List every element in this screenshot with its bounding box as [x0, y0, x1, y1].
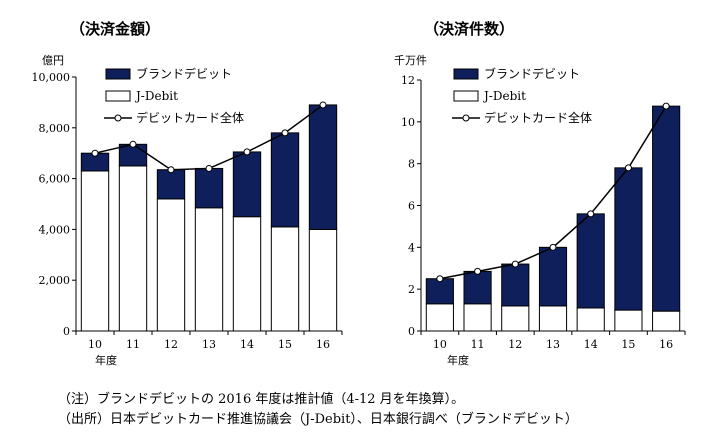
amount-legend-label-total: デビットカード全体 [136, 110, 244, 125]
count-legend-swatch-brand [453, 68, 479, 80]
count-x-tick-label-12: 12 [508, 338, 522, 351]
amount-legend-swatch-jdebit [105, 90, 131, 102]
count-total-point-11 [474, 267, 482, 275]
count-total-point-16 [662, 102, 670, 110]
count-total-point-14 [587, 210, 595, 218]
amount-x-tick-label-16: 16 [316, 338, 330, 351]
count-legend-label-brand: ブランドデビット [484, 66, 580, 81]
left-xaxis-label: 年度 [95, 354, 117, 367]
source-text: （出所）日本デビットカード推進協議会（J-Debit）、日本銀行調べ（ブランドデ… [58, 412, 578, 427]
amount-x-tick-label-14: 14 [240, 338, 254, 351]
amount-bar-jdebit-15 [270, 226, 300, 332]
count-legend-swatch-jdebit [453, 90, 479, 102]
amount-bar-jdebit-13 [194, 207, 224, 332]
amount-legend-label-brand: ブランドデビット [136, 66, 232, 81]
right-xaxis-label: 年度 [447, 354, 469, 367]
amount-y-tick-label: 6,000 [39, 173, 71, 186]
count-bar-jdebit-13 [538, 305, 568, 332]
count-legend-label-jdebit: J-Debit [482, 89, 526, 103]
count-bar-brand-14 [576, 213, 605, 309]
count-y-tick-label: 0 [408, 325, 415, 338]
right-unit-label: 千万件 [394, 54, 427, 67]
count-bar-jdebit-11 [463, 303, 492, 332]
count-bar-brand-13 [538, 246, 568, 307]
count-y-tick-label: 2 [408, 283, 415, 296]
count-bar-jdebit-14 [576, 307, 605, 332]
left-unit-label: 億円 [42, 54, 64, 67]
count-x-tick-label-10: 10 [433, 338, 447, 351]
amount-x-tick-label-11: 11 [126, 338, 140, 351]
count-bar-jdebit-10 [425, 303, 454, 332]
amount-legend-swatch-brand [105, 68, 131, 80]
count-y-tick-label: 6 [408, 200, 415, 213]
amount-x-tick-label-13: 13 [202, 338, 216, 351]
amount-total-point-15 [281, 129, 289, 137]
amount-x-tick-label-10: 10 [88, 338, 102, 351]
count-bar-brand-12 [501, 263, 530, 307]
amount-total-point-14 [243, 148, 251, 156]
count-total-point-12 [511, 260, 519, 268]
amount-y-tick-label: 2,000 [39, 274, 71, 287]
count-y-tick-label: 8 [408, 158, 415, 171]
count-legend-label-total: デビットカード全体 [484, 110, 592, 125]
amount-legend-label-jdebit: J-Debit [134, 89, 178, 103]
count-bar-brand-15 [614, 167, 643, 311]
count-y-tick-label: 12 [401, 74, 415, 87]
count-x-tick-label-16: 16 [659, 338, 673, 351]
amount-y-tick-label: 10,000 [32, 71, 71, 84]
count-bar-jdebit-16 [652, 310, 681, 332]
right-chart-title: （決済件数） [424, 20, 515, 38]
count-bar-brand-10 [425, 278, 454, 305]
amount-x-tick-label-15: 15 [278, 338, 292, 351]
count-x-tick-label-14: 14 [584, 338, 598, 351]
count-legend-swatch-total-marker [462, 114, 470, 122]
amount-bar-brand-13 [194, 167, 224, 209]
count-total-point-15 [624, 164, 632, 172]
amount-total-point-12 [167, 166, 175, 174]
amount-legend-swatch-total-marker [114, 114, 122, 122]
amount-bar-brand-14 [232, 151, 262, 218]
count-x-tick-label-13: 13 [546, 338, 560, 351]
note-text: （注）ブランドデビットの 2016 年度は推計値（4-12 月を年換算）。 [58, 392, 465, 407]
count-total-point-10 [436, 275, 444, 283]
amount-y-tick-label: 0 [63, 325, 70, 338]
count-y-tick-label: 4 [408, 241, 415, 254]
count-y-tick-label: 10 [401, 116, 415, 129]
count-bar-jdebit-15 [614, 309, 643, 332]
count-bar-brand-11 [463, 270, 492, 305]
count-x-tick-label-15: 15 [621, 338, 635, 351]
amount-total-point-10 [91, 149, 99, 157]
count-bar-brand-16 [652, 105, 681, 312]
amount-bar-brand-12 [156, 169, 186, 200]
count-total-point-13 [549, 243, 557, 251]
count-bar-jdebit-12 [501, 305, 530, 332]
amount-x-tick-label-12: 12 [164, 338, 178, 351]
amount-y-tick-label: 8,000 [39, 122, 71, 135]
amount-y-tick-label: 4,000 [39, 223, 71, 236]
amount-total-point-11 [129, 140, 137, 148]
amount-bar-brand-15 [270, 132, 300, 228]
count-x-tick-label-11: 11 [471, 338, 485, 351]
amount-total-point-13 [205, 164, 213, 172]
left-chart-title: （決済金額） [70, 20, 161, 38]
amount-bar-brand-16 [308, 104, 338, 230]
amount-total-point-16 [319, 101, 327, 109]
